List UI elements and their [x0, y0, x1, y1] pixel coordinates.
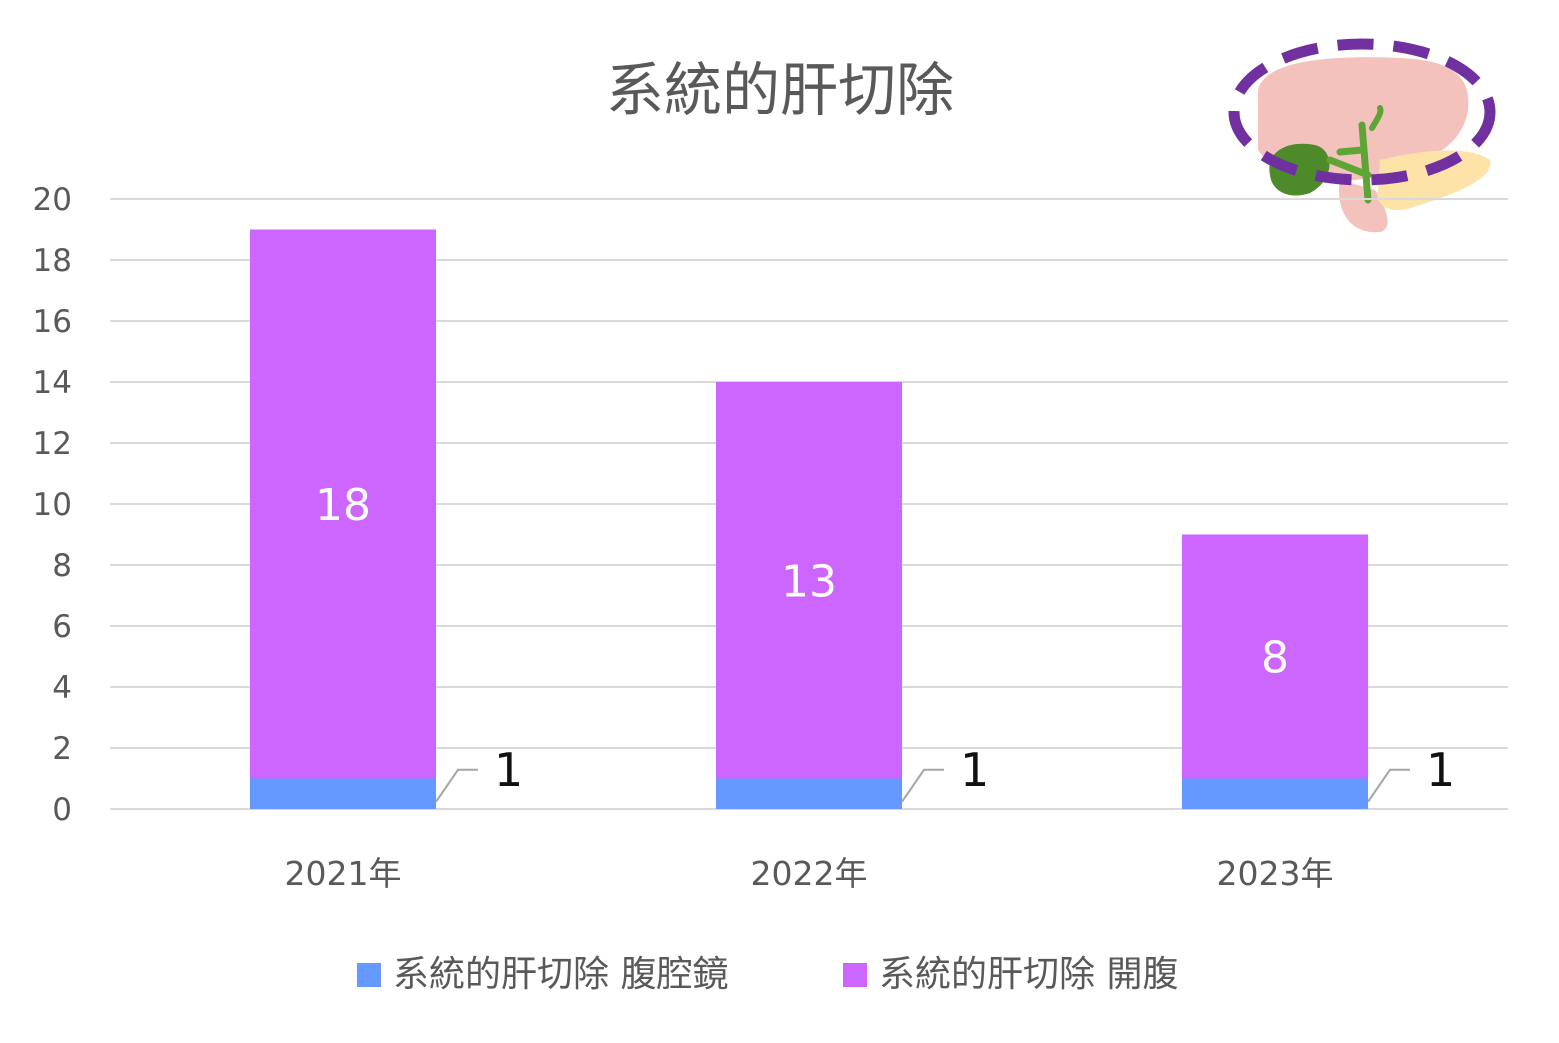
- bars: [250, 229, 1368, 809]
- x-axis-ticks: 2021年 2022年 2023年: [285, 854, 1334, 893]
- data-label-leader-line: [901, 768, 944, 803]
- legend-label-laparoscopic: 系統的肝切除 腹腔鏡: [393, 954, 728, 995]
- chart-title: 系統的肝切除: [606, 56, 954, 124]
- data-label-laparoscopic: 1: [960, 743, 989, 797]
- legend-swatch-laparoscopic: [357, 963, 381, 987]
- y-tick-label: 10: [33, 487, 72, 523]
- y-tick-label: 14: [33, 365, 72, 401]
- x-tick-label: 2021年: [285, 854, 402, 893]
- data-label-leader-line: [435, 768, 478, 803]
- x-tick-label: 2022年: [751, 854, 868, 893]
- legend: 系統的肝切除 腹腔鏡 系統的肝切除 開腹: [357, 954, 1178, 995]
- y-tick-label: 4: [52, 670, 72, 706]
- legend-label-open: 系統的肝切除 開腹: [879, 954, 1178, 995]
- y-tick-label: 2: [52, 731, 72, 767]
- bar-laparoscopic: [716, 778, 902, 809]
- bar-laparoscopic: [250, 778, 436, 809]
- bar-laparoscopic: [1182, 778, 1368, 809]
- y-tick-label: 16: [33, 304, 72, 340]
- legend-swatch-open: [843, 963, 867, 987]
- y-tick-label: 0: [52, 792, 72, 828]
- data-label-laparoscopic: 1: [1426, 743, 1455, 797]
- y-axis-ticks: 0 2 4 6 8 10 12 14 16 18 20: [33, 182, 72, 828]
- data-label-open: 8: [1261, 633, 1289, 684]
- bar-open: [250, 229, 436, 779]
- y-tick-label: 8: [52, 548, 72, 584]
- data-label-open: 13: [781, 556, 837, 607]
- y-tick-label: 6: [52, 609, 72, 645]
- bar-open: [716, 382, 902, 779]
- data-label-leader-line: [1367, 768, 1410, 803]
- highlight-dashed-ellipse: [1228, 38, 1496, 186]
- data-label-laparoscopic: 1: [494, 743, 523, 797]
- y-tick-label: 20: [33, 182, 72, 218]
- x-tick-label: 2023年: [1217, 854, 1334, 893]
- liver-illustration-icon: [1228, 38, 1496, 233]
- bar-open: [1182, 534, 1368, 779]
- y-tick-label: 12: [33, 426, 72, 462]
- data-label-open: 18: [315, 480, 371, 531]
- y-tick-label: 18: [33, 243, 72, 279]
